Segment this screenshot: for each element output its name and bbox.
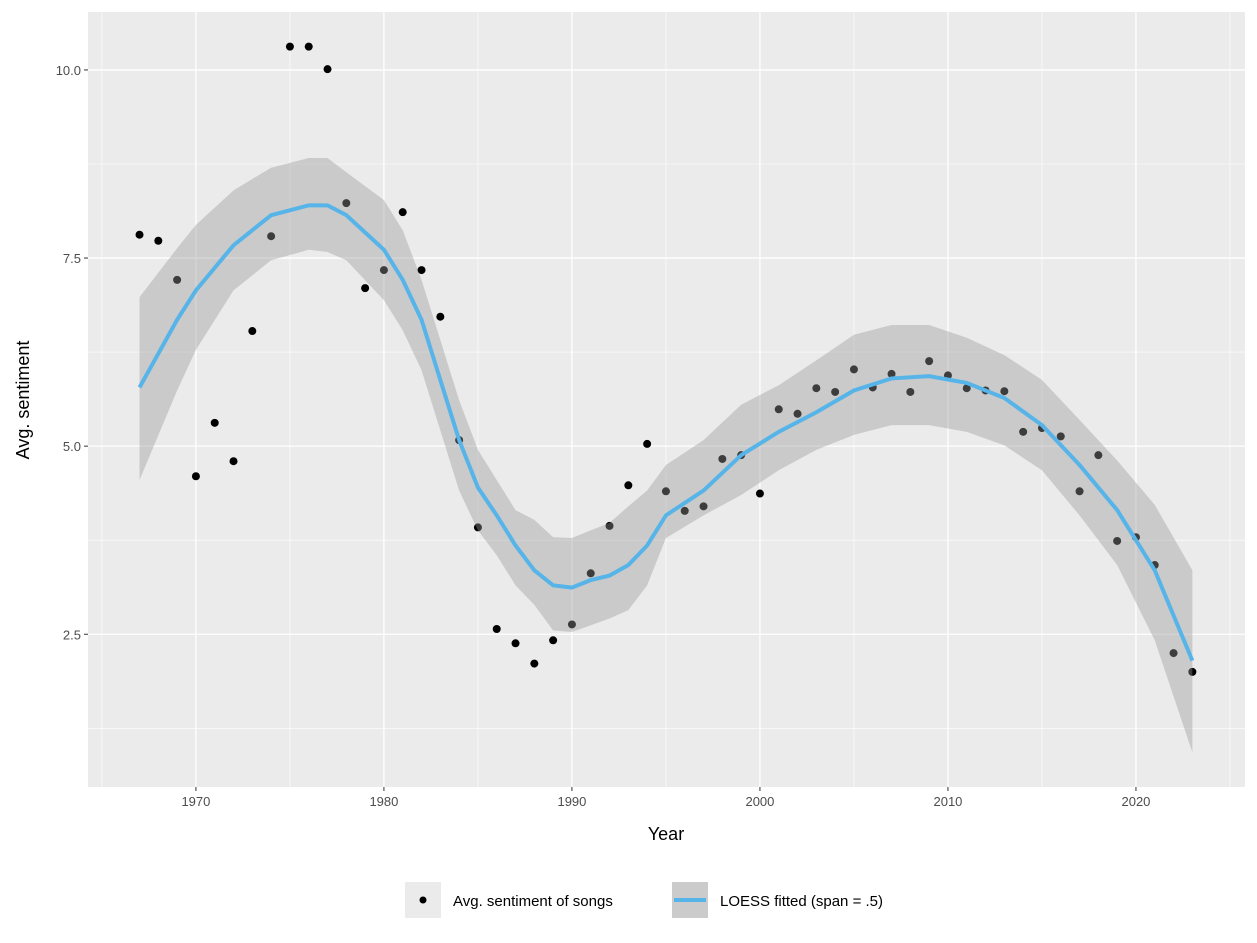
data-point (154, 236, 163, 245)
data-point (1113, 536, 1122, 545)
loess-fitted-line (137, 203, 1195, 662)
data-point (285, 42, 294, 51)
data-point (586, 569, 595, 578)
x-tick-label: 1970 (181, 794, 210, 809)
data-point (1056, 432, 1065, 441)
data-point (699, 502, 708, 511)
data-point (1188, 667, 1197, 676)
data-point (643, 439, 652, 448)
y-tick-label: 7.5 (63, 251, 81, 266)
data-point (191, 472, 200, 481)
data-point (887, 369, 896, 378)
x-tick-label: 2010 (933, 794, 962, 809)
data-point (1019, 427, 1028, 436)
gridlines (88, 12, 1245, 787)
data-point (793, 409, 802, 418)
y-tick-label: 5.0 (63, 439, 81, 454)
x-tick-label: 2020 (1121, 794, 1150, 809)
data-point (812, 384, 821, 393)
data-point (1169, 649, 1178, 658)
data-point (530, 659, 539, 668)
data-point (549, 636, 558, 645)
data-point (774, 405, 783, 414)
data-point (680, 506, 689, 515)
legend-label-points: Avg. sentiment of songs (453, 893, 613, 910)
y-axis-title: Avg. sentiment (13, 341, 33, 460)
data-point (135, 230, 144, 239)
data-point (906, 387, 915, 396)
x-axis-title: Year (648, 824, 684, 844)
data-point (567, 620, 576, 629)
data-point (605, 521, 614, 530)
data-point (511, 639, 520, 648)
axes: 1970 1980 1990 2000 2010 2020 2.5 5.0 7.5 10.0 (56, 63, 1151, 809)
x-tick-label: 1990 (557, 794, 586, 809)
x-tick-label: 2000 (745, 794, 774, 809)
loess-confidence-ribbon (139, 157, 1193, 753)
data-point (1075, 487, 1084, 496)
data-point (849, 365, 858, 374)
data-point (267, 232, 276, 241)
data-point (473, 523, 482, 532)
data-point (361, 284, 370, 293)
data-point (962, 384, 971, 393)
legend-label-loess: LOESS fitted (span = .5) (720, 893, 883, 910)
data-point (210, 418, 219, 427)
legend-point-symbol (419, 896, 427, 904)
data-point (1094, 451, 1103, 460)
data-point (173, 275, 182, 284)
data-point (342, 199, 351, 208)
data-point (755, 489, 764, 498)
data-point (436, 312, 445, 321)
data-point (661, 487, 670, 496)
data-point (304, 42, 313, 51)
data-point (624, 481, 633, 490)
data-point (229, 457, 238, 466)
data-point (398, 208, 407, 217)
data-point (379, 266, 388, 275)
data-point (248, 327, 257, 336)
data-point (417, 266, 426, 275)
legend: Avg. sentiment of songs LOESS fitted (sp… (405, 882, 883, 918)
x-tick-label: 1980 (369, 794, 398, 809)
data-point (1000, 387, 1009, 396)
data-point (492, 624, 501, 633)
panel-background (88, 12, 1245, 787)
data-point (718, 454, 727, 463)
data-point (323, 65, 332, 74)
data-point (831, 387, 840, 396)
data-point (925, 357, 934, 366)
y-tick-label: 10.0 (56, 63, 81, 78)
y-tick-label: 2.5 (63, 627, 81, 642)
